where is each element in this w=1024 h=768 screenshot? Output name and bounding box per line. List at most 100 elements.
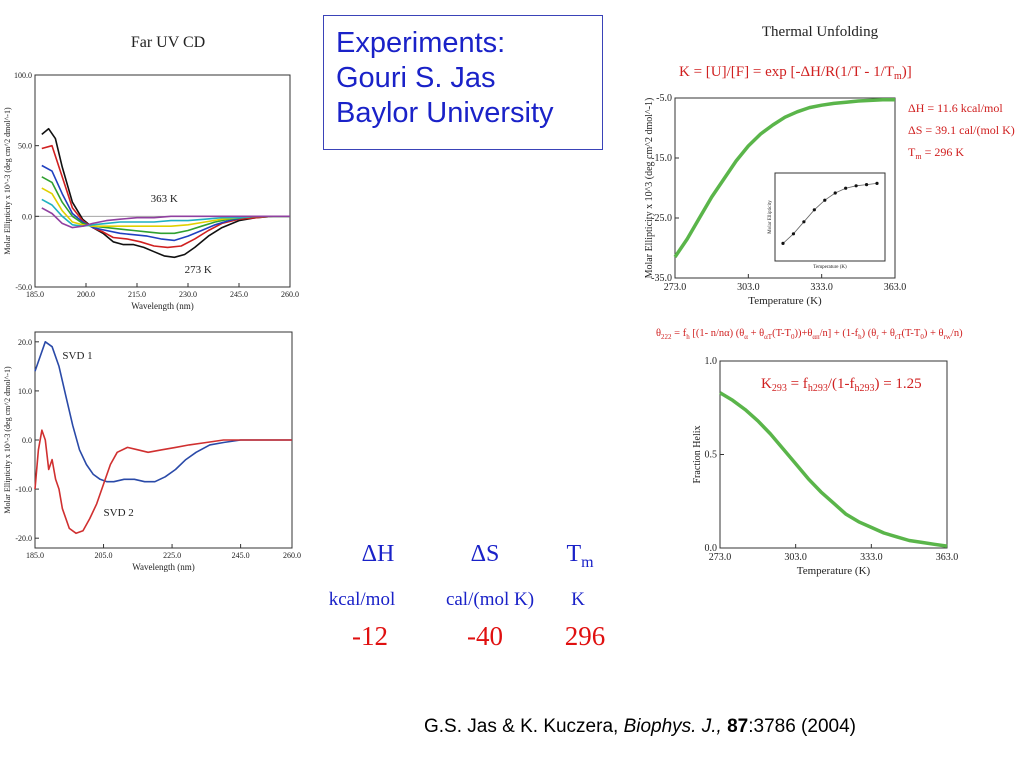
inset-point — [864, 183, 869, 187]
equilibrium-equation: K = [U]/[F] = exp [-ΔH/R(1/T - 1/Tm)] — [679, 64, 912, 82]
inset-y-label: Molar Ellipticity — [768, 200, 773, 234]
x-tick-label: 273.0 — [664, 282, 687, 293]
series-line-7 — [41, 207, 290, 229]
fraction-helix-chart: K293 = fh293/(1-fh293) = 1.25 273.0 303.0… — [692, 356, 959, 577]
series-line-1 — [719, 391, 948, 548]
inset-point — [844, 186, 848, 190]
x-tick-label: 363.0 — [936, 552, 959, 563]
plot-frame — [674, 97, 896, 279]
experiments-box: Experiments: Gouri S. Jas Baylor Univers… — [323, 15, 603, 150]
dh-value: -12 — [352, 621, 388, 651]
inset-point — [854, 184, 858, 188]
far-uv-cd-title: Far UV CD — [131, 34, 205, 51]
k293-annotation: K293 = fh293/(1-fh293) = 1.25 — [761, 376, 922, 394]
x-tick-label: 225.0 — [163, 551, 181, 560]
y-tick-label: -15.0 — [651, 153, 672, 164]
far-uv-cd-chart: Far UV CD 185.0 200.0 215.0 230.0 245.0 260.0… — [3, 34, 299, 311]
annotation-363k: 363 K — [151, 193, 178, 205]
x-axis-label: Wavelength (nm) — [132, 562, 195, 572]
y-tick-label: 0.5 — [705, 450, 718, 461]
y-tick-label: -35.0 — [651, 273, 672, 284]
y-tick-label: 10.0 — [18, 387, 32, 396]
x-tick-label: 200.0 — [77, 290, 95, 299]
institution-name: Baylor University — [336, 97, 554, 129]
ds-annotation: ΔS = 39.1 cal/(mol K) — [908, 123, 1015, 137]
series-line-1 — [34, 340, 292, 483]
inset-point — [812, 208, 816, 212]
series-line-2 — [41, 144, 290, 249]
x-tick-label: 363.0 — [884, 282, 907, 293]
x-axis-label: Temperature (K) — [748, 295, 822, 307]
x-tick-label: 245.0 — [230, 290, 248, 299]
x-tick-label: 230.0 — [179, 290, 197, 299]
y-tick-label: 20.0 — [18, 338, 32, 347]
x-tick-label: 260.0 — [281, 290, 299, 299]
inset-point — [781, 241, 785, 245]
ds-header: ΔS — [470, 541, 500, 567]
inset-point — [875, 181, 879, 185]
y-axis-label: Molar Ellipticity x 10^3 (deg cm^2 dmol^… — [644, 98, 655, 279]
inset-point — [833, 191, 837, 195]
series-line-2 — [34, 429, 292, 535]
ds-unit: cal/(mol K) — [445, 589, 535, 610]
experiments-heading: Experiments: — [336, 27, 506, 59]
tm-header: Tm — [566, 541, 594, 571]
inset-point — [823, 198, 827, 202]
dh-unit: kcal/mol — [328, 589, 396, 610]
x-tick-label: 333.0 — [860, 552, 883, 563]
thermal-unfolding-chart: Thermal Unfolding K = [U]/[F] = exp [-ΔH… — [644, 24, 1015, 307]
x-axis-label: Wavelength (nm) — [131, 301, 194, 311]
inset-point — [802, 220, 806, 224]
x-tick-label: 185.0 — [26, 551, 44, 560]
fraction-helix-equation: θ222 = fh [(1- n/nα) (θα + θαT(T-T0))+θα… — [656, 328, 963, 341]
y-axis-label: Molar Ellipticity x 10^-3 (deg cm^2 dmol… — [3, 366, 12, 514]
x-tick-label: 273.0 — [709, 552, 732, 563]
y-axis-label: Fraction Helix — [692, 425, 703, 483]
series-line-1 — [41, 127, 290, 259]
y-tick-label: -10.0 — [15, 485, 32, 494]
svd1-label: SVD 1 — [62, 350, 92, 362]
inset-x-label: Temperature (K) — [813, 265, 847, 270]
dh-annotation: ΔH = 11.6 kcal/mol — [908, 101, 1003, 115]
x-axis-label: Temperature (K) — [797, 565, 871, 577]
x-tick-label: 303.0 — [737, 282, 760, 293]
plot-frame — [34, 74, 291, 288]
series-line-1 — [673, 98, 895, 258]
x-tick-label: 245.0 — [232, 551, 250, 560]
tm-unit: K — [571, 589, 585, 610]
series-line-6 — [41, 198, 290, 227]
y-tick-label: 50.0 — [18, 142, 32, 151]
inset-point — [791, 232, 796, 236]
y-tick-label: 0.0 — [22, 212, 32, 221]
y-tick-label: -25.0 — [651, 213, 672, 224]
y-tick-label: -20.0 — [15, 534, 32, 543]
citation-authors: G.S. Jas & K. Kuczera, — [424, 716, 624, 737]
tm-annotation: Tm = 296 K — [908, 145, 964, 161]
thermal-unfolding-title: Thermal Unfolding — [762, 24, 879, 40]
inset-fit-line — [782, 183, 878, 244]
experimenter-name: Gouri S. Jas — [336, 62, 496, 94]
x-tick-label: 260.0 — [283, 551, 301, 560]
inset-frame — [774, 172, 886, 262]
dh-header: ΔH — [361, 541, 395, 567]
y-tick-label: -5.0 — [656, 93, 672, 104]
thermo-table: ΔH ΔS Tm kcal/mol cal/(mol K) K -12 -40 … — [300, 535, 640, 655]
svg-text:θ222 = fh [(1- n/nα) (θα + θαT: θ222 = fh [(1- n/nα) (θα + θαT(T-T0))+θα… — [656, 328, 963, 341]
y-tick-label: 1.0 — [705, 356, 718, 367]
citation-pages: :3786 (2004) — [748, 716, 856, 737]
x-tick-label: 333.0 — [810, 282, 833, 293]
y-tick-label: 0.0 — [705, 543, 718, 554]
x-tick-label: 303.0 — [784, 552, 807, 563]
annotation-273k: 273 K — [185, 264, 212, 276]
ds-value: -40 — [467, 621, 503, 651]
x-tick-label: 205.0 — [95, 551, 113, 560]
tm-value: 296 — [564, 621, 606, 651]
citation-volume: 87 — [727, 716, 749, 737]
y-tick-label: 100.0 — [14, 71, 32, 80]
x-tick-label: 185.0 — [26, 290, 44, 299]
svd-chart: 185.0 205.0 225.0 245.0 260.0 20.0 10.0 0.0 -10.… — [3, 331, 301, 572]
citation: G.S. Jas & K. Kuczera, Biophys. J., 87:3… — [424, 716, 856, 738]
citation-journal: Biophys. J., — [623, 716, 722, 737]
x-tick-label: 215.0 — [128, 290, 146, 299]
y-tick-label: -50.0 — [15, 283, 32, 292]
